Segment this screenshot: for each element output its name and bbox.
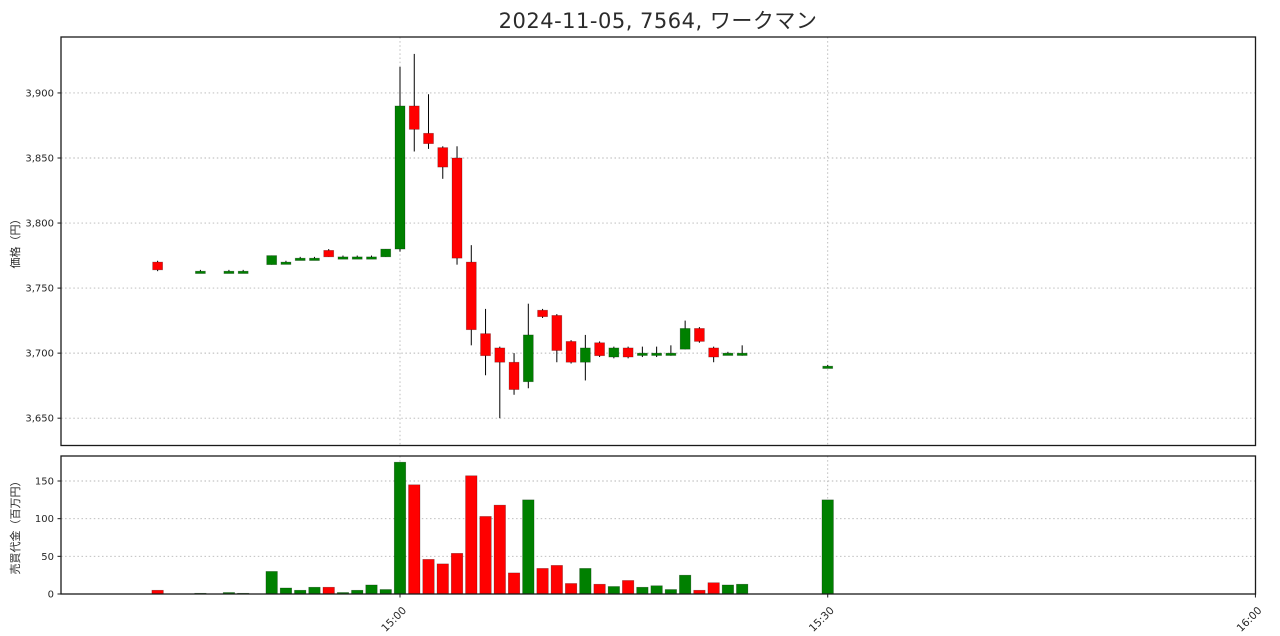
price-ytick-label: 3,900 xyxy=(25,88,54,99)
candle-body xyxy=(423,132,434,145)
candle-body xyxy=(351,256,363,260)
volume-ytick-label: 50 xyxy=(41,552,54,563)
candle-body xyxy=(608,347,620,358)
candle-body xyxy=(822,365,834,369)
price-ytick-label: 3,800 xyxy=(25,219,54,230)
volume-bar xyxy=(393,461,407,595)
candle-body xyxy=(594,342,605,357)
chart-title: 2024-11-05, 7564, ワークマン xyxy=(498,9,818,33)
price-ytick-label: 3,850 xyxy=(25,153,54,164)
candle-body xyxy=(722,352,734,356)
candle-body xyxy=(451,157,463,259)
volume-bar xyxy=(322,586,335,595)
volume-bar xyxy=(265,571,278,595)
volume-bar xyxy=(736,583,749,595)
price-ytick-label: 3,700 xyxy=(25,349,54,360)
volume-bar xyxy=(707,582,720,595)
volume-ytick-label: 100 xyxy=(35,514,54,525)
candle-body xyxy=(679,328,691,350)
candle-body xyxy=(280,261,292,265)
volume-bar xyxy=(679,574,692,595)
volume-bar xyxy=(565,583,578,595)
candle-body xyxy=(366,256,377,260)
volume-bar xyxy=(664,589,677,595)
x-tick-label: 15:30 xyxy=(807,605,837,635)
volume-bar xyxy=(650,585,663,595)
tick-marks xyxy=(57,92,1256,598)
candle-body xyxy=(665,352,677,356)
candle-body xyxy=(694,328,705,342)
candles xyxy=(152,53,834,419)
candle-body xyxy=(337,256,349,260)
volume-bar xyxy=(279,587,292,595)
volume-bar xyxy=(607,586,620,595)
volume-bar xyxy=(622,580,635,595)
candle-body xyxy=(266,255,278,266)
candle-body xyxy=(323,250,335,258)
candle-body xyxy=(380,248,392,258)
candle-body xyxy=(651,352,662,356)
volume-bar xyxy=(493,504,506,595)
volume-bar xyxy=(550,565,563,595)
candle-body xyxy=(565,341,577,363)
volume-bar xyxy=(408,484,421,595)
x-tick-label: 16:00 xyxy=(1235,605,1265,635)
tick-labels: 3,650 3,700 3,750 3,800 3,850 3,900 0 50 100 150 1… xyxy=(25,88,1264,634)
candle-body xyxy=(437,147,449,168)
candle-body xyxy=(736,352,748,356)
candle-body xyxy=(708,347,720,358)
volume-bar xyxy=(436,563,449,595)
candle-body xyxy=(637,352,648,356)
volume-bar xyxy=(365,584,378,595)
candle-body xyxy=(309,257,320,261)
price-ytick-label: 3,750 xyxy=(25,284,54,295)
volume-ytick-label: 0 xyxy=(48,590,54,601)
candle-body xyxy=(551,315,563,351)
volume-bar xyxy=(422,559,435,595)
candle-body xyxy=(522,334,534,383)
volume-bar xyxy=(579,568,592,595)
candle-body xyxy=(195,270,206,274)
candle-body xyxy=(465,261,477,331)
candle-body xyxy=(508,361,520,390)
volume-bar xyxy=(636,586,649,595)
candle-body xyxy=(237,270,249,274)
candle-body xyxy=(494,347,506,363)
volume-bar xyxy=(522,499,535,595)
candle-body xyxy=(152,261,163,271)
price-ytick-label: 3,650 xyxy=(25,414,54,425)
volume-bars xyxy=(151,461,834,595)
volume-bar xyxy=(479,516,492,595)
candle-body xyxy=(408,105,420,130)
volume-bar xyxy=(308,586,321,595)
gridlines xyxy=(61,37,1256,594)
x-tick-label: 15:00 xyxy=(379,605,409,635)
volume-bar xyxy=(593,583,606,595)
volume-bar xyxy=(508,572,521,595)
candle-body xyxy=(480,333,491,357)
volume-ytick-label: 150 xyxy=(35,477,54,488)
candle-body xyxy=(294,257,306,261)
candle-body xyxy=(223,270,235,274)
candle-body xyxy=(394,105,406,250)
volume-bar xyxy=(450,553,464,595)
candle-body xyxy=(579,347,591,363)
volume-bar xyxy=(821,499,834,595)
candle-body xyxy=(537,309,548,318)
volume-bar xyxy=(721,584,734,595)
volume-bar xyxy=(536,568,549,595)
volume-bar xyxy=(465,475,478,595)
candle-body xyxy=(622,347,634,358)
volume-bar xyxy=(379,589,392,595)
panel-borders xyxy=(60,36,1257,595)
